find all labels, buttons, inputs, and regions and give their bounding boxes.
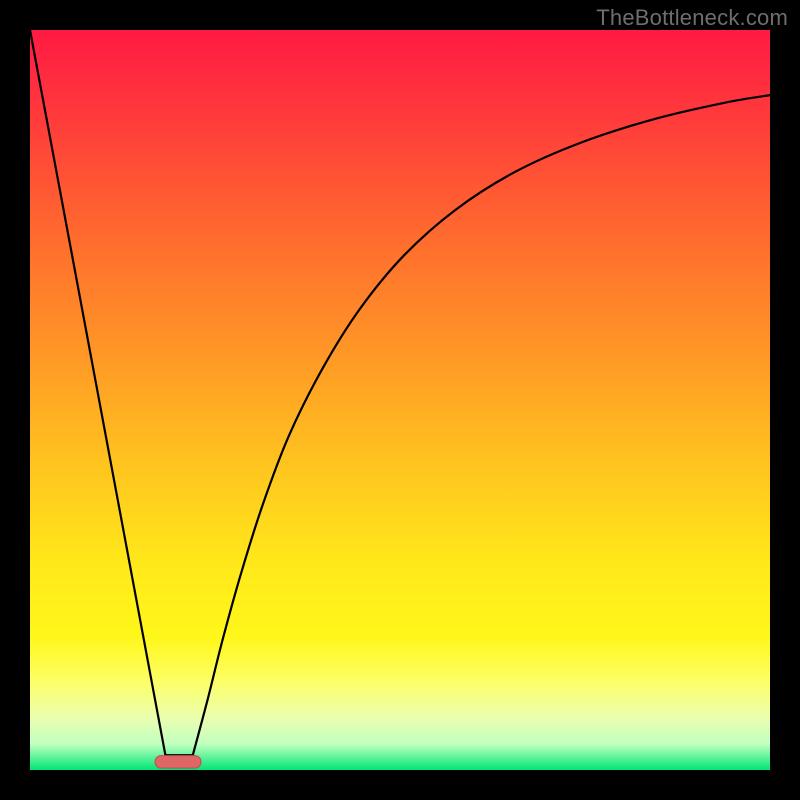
bottleneck-chart: TheBottleneck.com xyxy=(0,0,800,800)
watermark-label: TheBottleneck.com xyxy=(596,5,788,31)
chart-svg xyxy=(0,0,800,800)
